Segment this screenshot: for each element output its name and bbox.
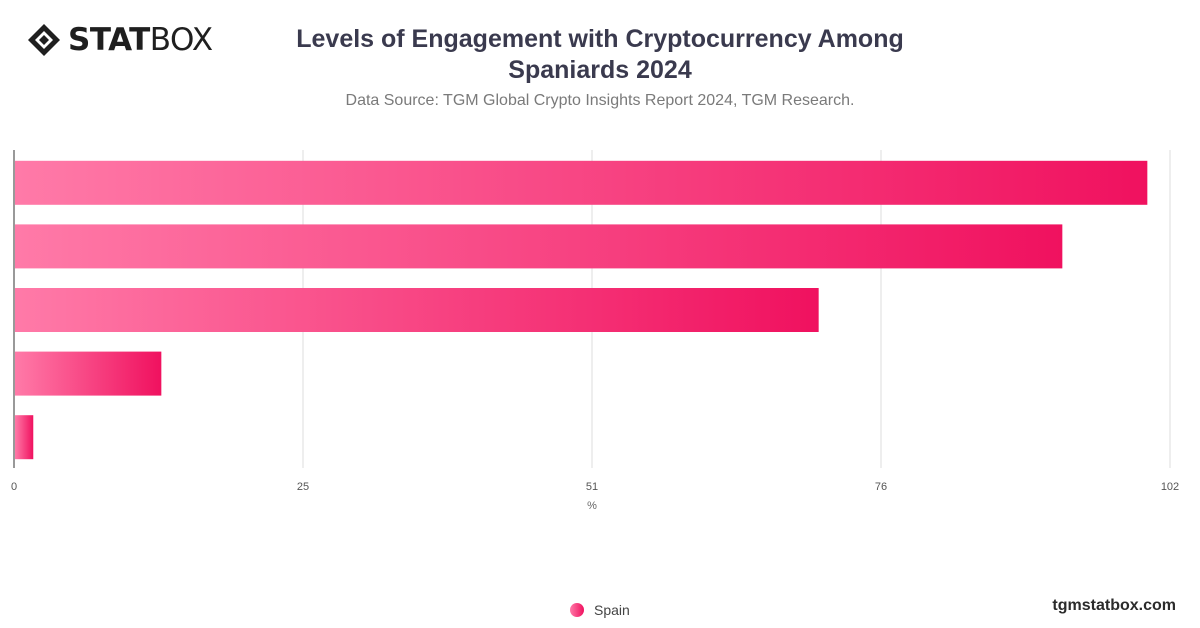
chart-title: Levels of Engagement with Cryptocurrency…: [296, 25, 904, 84]
logo-wordmark: STATBOX: [68, 22, 213, 58]
legend-marker: [570, 603, 584, 617]
bar-5[interactable]: [15, 415, 34, 460]
legend[interactable]: Spain: [570, 602, 630, 618]
x-tick-label: 0: [11, 481, 17, 493]
x-tick-label: 102: [1161, 481, 1179, 493]
statbox-diamond-icon: [28, 24, 60, 56]
chart-subtitle: Data Source: TGM Global Crypto Insights …: [345, 92, 855, 109]
footer-site-link[interactable]: tgmstatbox.com: [1052, 597, 1176, 614]
logo-text-light: BOX: [149, 22, 213, 58]
x-tick-label: 25: [297, 481, 309, 493]
x-axis-title: %: [587, 500, 597, 512]
x-tick-label: 51: [586, 481, 598, 493]
bar-2[interactable]: [15, 224, 1063, 269]
x-axis-ticks: 0 25 51 76 102: [11, 481, 1179, 493]
logo-text-bold: STAT: [68, 22, 150, 58]
x-tick-label: 76: [875, 481, 887, 493]
bars: [15, 160, 1148, 460]
bar-1[interactable]: [15, 160, 1148, 205]
statbox-logo: STATBOX: [26, 22, 213, 58]
bar-3[interactable]: [15, 288, 819, 332]
legend-label-spain: Spain: [594, 602, 630, 618]
bar-4[interactable]: [15, 351, 162, 396]
